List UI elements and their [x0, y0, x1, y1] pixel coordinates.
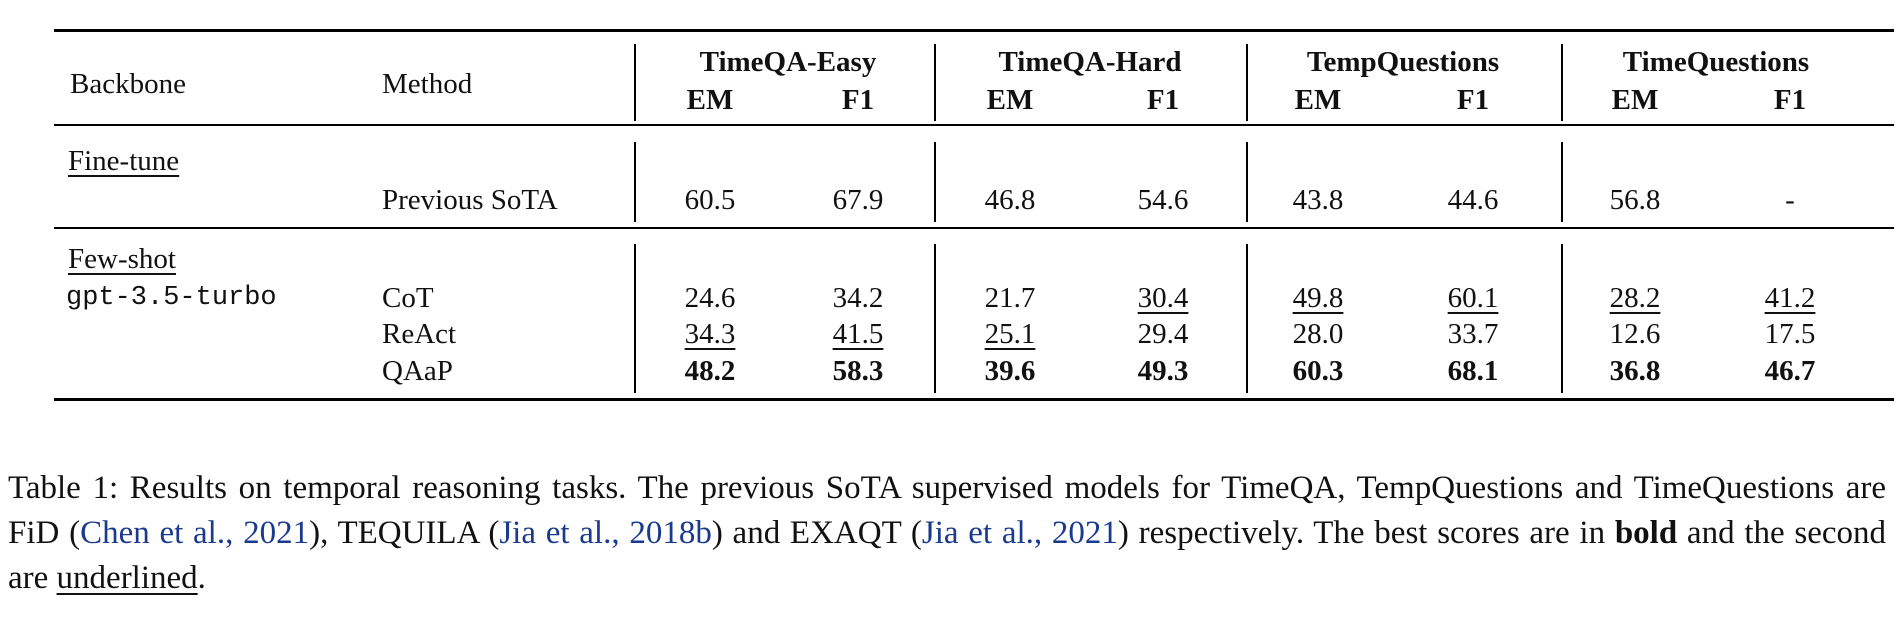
header-em: EM: [1611, 84, 1659, 116]
header-f1: F1: [1146, 84, 1180, 116]
table-cell-second-best: 60.1: [1447, 282, 1499, 314]
caption-bold-word: bold: [1614, 515, 1678, 551]
col-divider: [634, 142, 636, 222]
header-group-timequestions: TimeQuestions: [1622, 46, 1810, 78]
col-divider: [1561, 244, 1563, 393]
table-cell-best: 39.6: [984, 355, 1036, 387]
table-section-rule: [54, 227, 1894, 229]
col-divider: [934, 244, 936, 393]
table-cell: 67.9: [832, 184, 884, 216]
section-label-finetune: Fine-tune: [68, 145, 180, 177]
table-cell-best: 48.2: [684, 355, 736, 387]
method-previous-sota: Previous SoTA: [382, 184, 558, 216]
table-cell: 43.8: [1292, 184, 1344, 216]
table-cell-best: 49.3: [1137, 355, 1189, 387]
caption-text: Table 1: Results on temporal reasoning t…: [8, 470, 1886, 551]
table-cell-second-best: 28.2: [1609, 282, 1661, 314]
table-cell: 24.6: [684, 282, 736, 314]
table-cell-best: 58.3: [832, 355, 884, 387]
header-em: EM: [686, 84, 734, 116]
caption-text: ) respectively. The best scores are in: [1117, 515, 1615, 551]
caption-text: ) and EXAQT (: [711, 515, 922, 551]
method-cot: CoT: [382, 282, 434, 314]
section-label-fewshot: Few-shot: [68, 243, 176, 275]
header-backbone: Backbone: [70, 68, 186, 100]
header-f1: F1: [841, 84, 875, 116]
table-cell: 34.2: [832, 282, 884, 314]
header-group-timeqa-easy: TimeQA-Easy: [699, 46, 877, 78]
table-cell: 46.8: [984, 184, 1036, 216]
backbone-gpt35: gpt-3.5-turbo: [66, 283, 277, 313]
table-top-rule: [54, 29, 1894, 32]
table-cell: 54.6: [1137, 184, 1189, 216]
table-cell-best: 60.3: [1292, 355, 1344, 387]
table-cell: 12.6: [1609, 318, 1661, 350]
table-cell: -: [1785, 184, 1795, 216]
caption-text: ), TEQUILA (: [309, 515, 500, 551]
table-cell: 33.7: [1447, 318, 1499, 350]
table-cell-best: 36.8: [1609, 355, 1661, 387]
table-cell: 60.5: [684, 184, 736, 216]
col-divider: [1561, 142, 1563, 222]
table-cell: 44.6: [1447, 184, 1499, 216]
table-cell: 28.0: [1292, 318, 1344, 350]
caption-text: and the second are: [8, 515, 1887, 596]
col-divider: [634, 44, 636, 121]
table-cell-second-best: 41.2: [1764, 282, 1816, 314]
citation-link[interactable]: Jia et al., 2021: [921, 515, 1118, 551]
table-header-rule: [54, 124, 1894, 126]
header-method: Method: [382, 68, 473, 100]
header-group-timeqa-hard: TimeQA-Hard: [998, 46, 1182, 78]
citation-link[interactable]: Jia et al., 2018b: [499, 515, 712, 551]
col-divider: [1246, 244, 1248, 393]
table-cell-second-best: 25.1: [984, 318, 1036, 350]
table-cell-second-best: 34.3: [684, 318, 736, 350]
table-cell-second-best: 49.8: [1292, 282, 1344, 314]
method-react: ReAct: [382, 318, 457, 350]
header-em: EM: [986, 84, 1034, 116]
col-divider: [1246, 44, 1248, 121]
col-divider: [634, 244, 636, 393]
method-qaap: QAaP: [382, 355, 453, 387]
col-divider: [1561, 44, 1563, 121]
caption-underlined-word: underlined: [56, 560, 198, 596]
col-divider: [934, 142, 936, 222]
header-em: EM: [1294, 84, 1342, 116]
table-cell: 29.4: [1137, 318, 1189, 350]
table-cell: 17.5: [1764, 318, 1816, 350]
header-group-tempquestions: TempQuestions: [1306, 46, 1500, 78]
col-divider: [934, 44, 936, 121]
col-divider: [1246, 142, 1248, 222]
table-cell: 56.8: [1609, 184, 1661, 216]
table-cell-second-best: 30.4: [1137, 282, 1189, 314]
header-f1: F1: [1773, 84, 1807, 116]
table-caption: Table 1: Results on temporal reasoning t…: [8, 466, 1886, 601]
caption-text: .: [197, 560, 206, 596]
citation-link[interactable]: Chen et al., 2021: [80, 515, 310, 551]
table-bottom-rule: [54, 398, 1894, 401]
table-cell-best: 68.1: [1447, 355, 1499, 387]
header-f1: F1: [1456, 84, 1490, 116]
table-cell-best: 46.7: [1764, 355, 1816, 387]
table-cell-second-best: 41.5: [832, 318, 884, 350]
table-cell: 21.7: [984, 282, 1036, 314]
